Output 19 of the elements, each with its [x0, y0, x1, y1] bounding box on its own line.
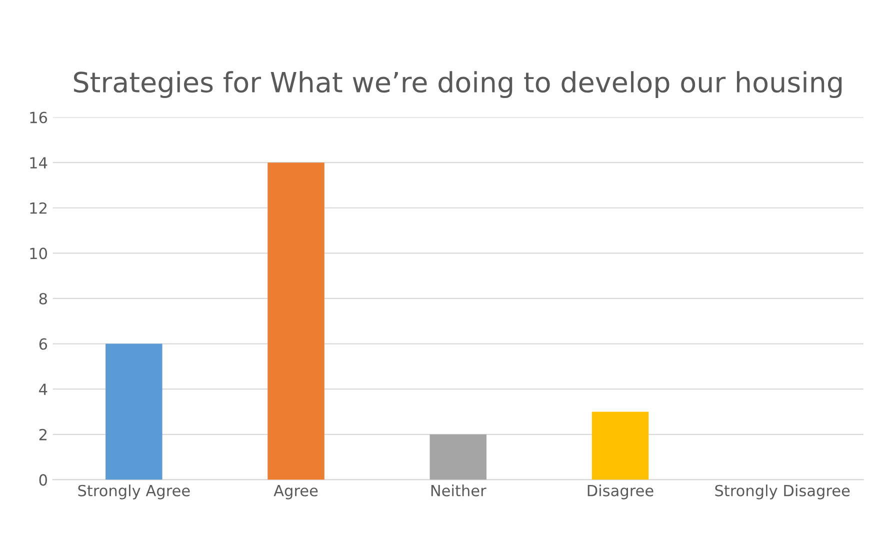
y-tick-label: 12: [30, 202, 46, 214]
y-tick-label: 0: [39, 474, 47, 486]
bar: [592, 412, 649, 480]
bar: [430, 434, 486, 480]
x-tick-label: Strongly Disagree: [715, 484, 850, 500]
chart-title: Strategies for What we’re doing to develop our housing: [74, 71, 842, 98]
y-tick-label: 6: [39, 338, 48, 350]
bar: [106, 344, 162, 480]
x-tick-label: Strongly Agree: [78, 484, 190, 500]
x-tick-label: Neither: [431, 484, 486, 496]
x-tick-label: Disagree: [588, 484, 654, 500]
y-tick-label: 10: [30, 248, 47, 260]
x-tick-label: Agree: [274, 485, 318, 500]
y-tick-label: 4: [39, 384, 48, 395]
bar: [268, 162, 324, 480]
y-tick-label: 16: [30, 112, 48, 124]
y-tick-label: 14: [30, 157, 48, 168]
y-tick-label: 2: [39, 428, 46, 440]
y-tick-label: 8: [39, 292, 47, 304]
